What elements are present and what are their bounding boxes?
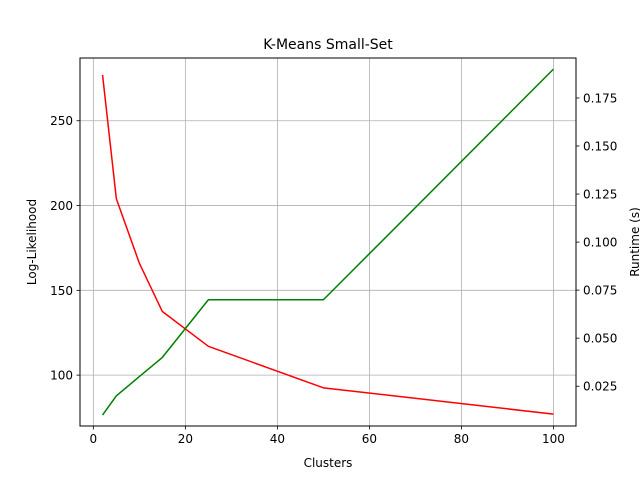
y2-tick-label: 0.075: [583, 284, 617, 298]
runtime-series-line: [101, 68, 554, 416]
x-tick-label: 60: [362, 432, 377, 446]
log-likelihood-series-line: [101, 74, 554, 415]
x-axis-label: Clusters: [304, 456, 353, 470]
x-tick-label: 40: [270, 432, 285, 446]
y-axis-label: Log-Likelihood: [25, 199, 39, 285]
x-tick-label: 0: [90, 432, 98, 446]
y-axis-right: 0.025 0.050 0.075 0.100 0.125 0.150 0.175: [576, 91, 617, 394]
y-tick-label: 150: [50, 284, 73, 298]
grid: [80, 58, 576, 426]
x-axis: 0 20 40 60 80 100: [90, 426, 565, 446]
y2-tick-label: 0.025: [583, 380, 617, 394]
y-tick-label: 250: [50, 114, 73, 128]
y-axis-left: 100 150 200 250: [50, 114, 80, 383]
chart-title: K-Means Small-Set: [263, 37, 393, 53]
y2-tick-label: 0.175: [583, 91, 617, 105]
y-tick-label: 100: [50, 369, 73, 383]
x-tick-label: 20: [178, 432, 193, 446]
x-tick-label: 100: [542, 432, 565, 446]
x-tick-label: 80: [454, 432, 469, 446]
y2-tick-label: 0.125: [583, 188, 617, 202]
y-tick-label: 200: [50, 199, 73, 213]
y2-tick-label: 0.050: [583, 332, 617, 346]
y2-axis-label: Runtime (s): [628, 207, 640, 277]
y2-tick-label: 0.100: [583, 236, 617, 250]
series-layer: [101, 68, 554, 416]
y2-tick-label: 0.150: [583, 140, 617, 154]
